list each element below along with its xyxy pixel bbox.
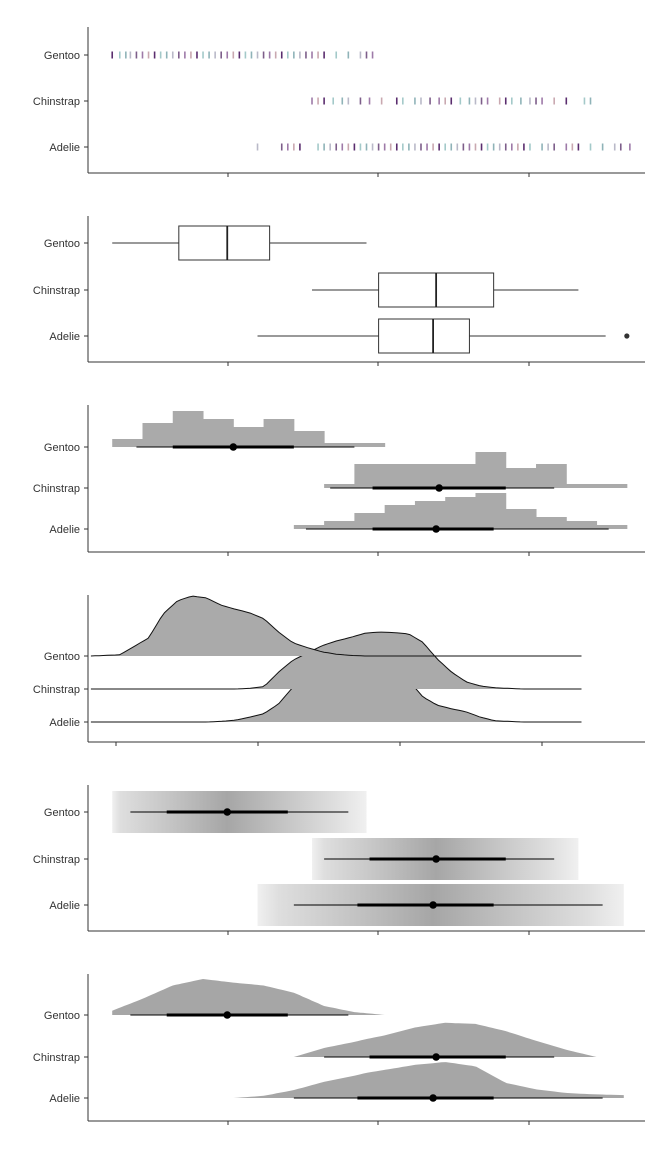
y-tick-label: Chinstrap — [33, 684, 80, 696]
histogram-bar — [475, 493, 507, 529]
point-estimate — [435, 484, 443, 492]
histogram-bar — [445, 497, 476, 529]
histogram-bar — [142, 423, 174, 447]
point-estimate — [432, 855, 440, 863]
histogram-bar — [475, 452, 507, 488]
y-tick-label: Adelie — [49, 900, 80, 912]
histogram-bar — [566, 521, 598, 529]
ridge-area — [90, 596, 582, 656]
point-estimate — [229, 443, 238, 451]
point-estimate — [223, 808, 232, 816]
histogram-bar — [233, 427, 265, 447]
y-tick-label: Adelie — [49, 142, 80, 154]
gradient-interval-panel: Gentoo Chinstrap Adelie — [33, 785, 645, 935]
point-estimate — [432, 525, 440, 533]
histogram-bar — [324, 443, 355, 447]
histogram-bar — [293, 525, 325, 529]
histogram-bar — [263, 419, 295, 447]
histogram-bar — [536, 517, 567, 529]
histogram-bar — [414, 501, 446, 529]
y-tick-label: Chinstrap — [33, 285, 80, 297]
y-tick-label: Gentoo — [44, 807, 80, 819]
histogram-bar — [596, 525, 628, 529]
y-tick-label: Chinstrap — [33, 854, 80, 866]
histogram-bar — [354, 513, 386, 529]
histogram-bar — [566, 484, 598, 488]
y-tick-label: Adelie — [49, 524, 80, 536]
histogram-bar — [384, 505, 416, 529]
halfeye-density — [112, 979, 385, 1015]
halfeye-panel: Gentoo Chinstrap Adelie — [33, 974, 645, 1125]
histogram-bar — [203, 419, 234, 447]
histogram-bar — [112, 439, 143, 447]
histogram-bar — [536, 464, 567, 488]
histogram-bar — [354, 464, 386, 488]
y-tick-label: Gentoo — [44, 651, 80, 663]
histogram-bar — [293, 431, 325, 447]
histogram-bar — [324, 484, 355, 488]
strip-plot-panel: Gentoo Chinstrap Adelie — [33, 27, 645, 177]
histogram-bar — [354, 443, 386, 447]
halfeye-density — [233, 1062, 624, 1098]
histogram-bar — [596, 484, 628, 488]
point-estimate — [429, 901, 437, 909]
halfeye-density — [293, 1022, 597, 1057]
histogram-bar — [505, 509, 537, 529]
ridge-outline — [90, 595, 582, 657]
point-estimate — [429, 1094, 437, 1102]
box — [378, 318, 470, 354]
y-tick-label: Gentoo — [44, 50, 80, 62]
point-estimate — [223, 1011, 232, 1019]
boxplot-panel: Gentoo Chinstrap Adelie — [33, 216, 645, 366]
y-tick-label: Adelie — [49, 717, 80, 729]
y-tick-label: Gentoo — [44, 442, 80, 454]
y-tick-label: Chinstrap — [33, 483, 80, 495]
y-tick-label: Chinstrap — [33, 96, 80, 108]
histogram-bar — [505, 468, 537, 488]
y-tick-label: Adelie — [49, 331, 80, 343]
y-tick-label: Gentoo — [44, 238, 80, 250]
histogram-bar — [445, 464, 476, 488]
histogram-bar — [414, 464, 446, 488]
y-tick-label: Gentoo — [44, 1010, 80, 1022]
point-estimate — [432, 1053, 440, 1061]
box — [178, 225, 271, 261]
outlier-point — [624, 333, 630, 339]
histogram-bar — [172, 411, 204, 447]
y-tick-label: Chinstrap — [33, 1052, 80, 1064]
histogram-interval-panel: Gentoo Chinstrap Adelie — [33, 405, 645, 556]
ridge-outline — [90, 631, 582, 690]
ridgeline-panel: Gentoo Chinstrap Adelie — [33, 595, 645, 746]
ridge-area — [90, 632, 582, 689]
y-tick-label: Adelie — [49, 1093, 80, 1105]
histogram-bar — [384, 464, 416, 488]
histogram-bar — [324, 521, 355, 529]
